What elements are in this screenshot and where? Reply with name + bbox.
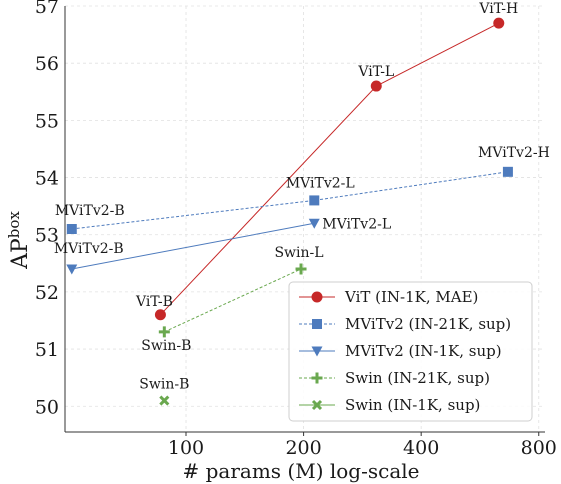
- series-line-mvitv2-in-21k-sup: [71, 171, 508, 230]
- legend-label-mvitv2-in-1k-sup: MViTv2 (IN-1K, sup): [345, 342, 502, 360]
- y-axis-title: APbox: [5, 211, 33, 270]
- y-tick-label: 53: [35, 225, 59, 247]
- legend-marker-mvitv2-in-1k-sup: [311, 346, 323, 357]
- legend-marker-swin-in-1k-sup: [311, 399, 323, 411]
- data-point-vit-in-1k-mae-vit-l: [370, 80, 382, 92]
- y-tick-label: 50: [35, 396, 59, 418]
- legend-label-swin-in-1k-sup: Swin (IN-1K, sup): [345, 396, 480, 414]
- point-label-mvitv2-b: MViTv2-B: [55, 203, 125, 219]
- y-axis-title-sup: box: [5, 211, 23, 239]
- legend-label-mvitv2-in-21k-sup: MViTv2 (IN-21K, sup): [345, 315, 511, 333]
- point-label-mvitv2-l: MViTv2-L: [322, 216, 391, 232]
- y-tick-label: 57: [35, 0, 59, 18]
- data-point-mvitv2-in-21k-sup-mvitv2-b: [66, 224, 77, 235]
- y-tick-label: 52: [35, 282, 59, 304]
- legend: ViT (IN-1K, MAE) MViTv2 (IN-21K, sup) MViT…: [288, 281, 533, 422]
- y-tick-label: 55: [35, 110, 59, 132]
- data-point-mvitv2-in-21k-sup-mvitv2-l: [309, 195, 320, 206]
- data-point-swin-in-21k-sup-swin-l: [295, 263, 307, 275]
- axes: 50 51 52 53 54 55 56 57 100 200 400 800: [35, 0, 557, 459]
- point-label-vit-l: ViT-L: [357, 64, 394, 80]
- x-tick-label: 800: [521, 437, 557, 459]
- legend-marker-mvitv2-in-21k-sup: [312, 319, 322, 329]
- x-tick-label: 100: [168, 437, 204, 459]
- data-point-swin-in-21k-sup-swin-b: [158, 326, 170, 338]
- legend-label-vit-in-1k-mae: ViT (IN-1K, MAE): [344, 288, 478, 306]
- data-point-vit-in-1k-mae-vit-h: [493, 17, 505, 29]
- x-tick-label: 200: [285, 437, 321, 459]
- data-point-mvitv2-in-21k-sup-mvitv2-h: [502, 166, 513, 177]
- y-tick-label: 56: [35, 53, 59, 75]
- x-tick-label: 400: [403, 437, 439, 459]
- legend-box: [288, 281, 533, 422]
- point-label-mvitv2-b: MViTv2-B: [54, 241, 124, 257]
- y-tick-label: 54: [35, 168, 59, 190]
- markers: [66, 17, 513, 406]
- data-point-vit-in-1k-mae-vit-b: [154, 309, 166, 321]
- series-line-mvitv2-in-1k-sup: [71, 222, 315, 270]
- y-axis-title-main: AP: [8, 238, 33, 270]
- point-label-vit-b: ViT-B: [135, 294, 173, 310]
- x-axis-title: # params (M) log-scale: [183, 459, 420, 483]
- data-point-mvitv2-in-1k-sup-mvitv2-l: [308, 218, 320, 229]
- point-label-mvitv2-h: MViTv2-H: [478, 145, 550, 161]
- point-label-swin-l: Swin-L: [274, 245, 323, 261]
- series-line-vit-in-1k-mae: [160, 22, 500, 316]
- data-point-mvitv2-in-1k-sup-mvitv2-b: [66, 264, 78, 275]
- point-label-vit-h: ViT-H: [478, 1, 518, 17]
- point-label-mvitv2-l: MViTv2-L: [286, 175, 355, 191]
- point-labels: ViT-B ViT-L ViT-H MViTv2-B MViTv2-L MViTv2-H M…: [54, 1, 550, 392]
- point-label-swin-b: Swin-B: [139, 377, 189, 393]
- point-label-swin-b: Swin-B: [141, 338, 191, 354]
- series-line-swin-in-21k-sup: [164, 268, 302, 333]
- data-point-swin-in-1k-sup-swin-b: [159, 395, 170, 406]
- y-tick-label: 51: [35, 339, 59, 361]
- legend-marker-swin-in-21k-sup: [311, 372, 323, 384]
- legend-label-swin-in-21k-sup: Swin (IN-21K, sup): [345, 369, 490, 387]
- legend-marker-vit-in-1k-mae: [311, 291, 323, 303]
